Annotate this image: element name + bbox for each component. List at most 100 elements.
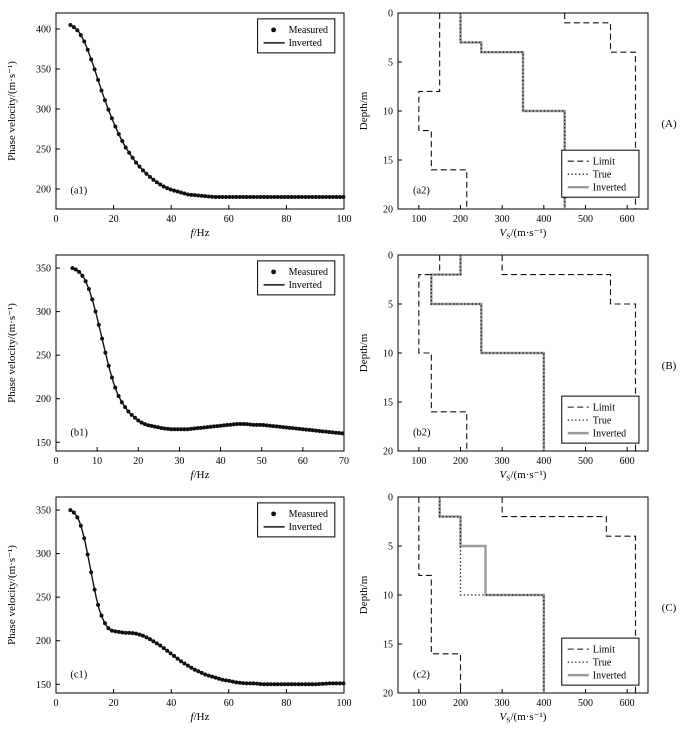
x-tick-label: 400 <box>536 698 551 709</box>
x-tick-label: 300 <box>495 456 510 467</box>
legend-box <box>561 637 640 686</box>
y-tick-label: 300 <box>36 549 51 560</box>
y-axis-label: Depth/m <box>358 91 370 130</box>
y-axis-label: Depth/m <box>358 575 370 614</box>
y-tick-label: 20 <box>383 205 393 216</box>
y-tick-label: 350 <box>36 264 51 275</box>
x-tick-label: 600 <box>620 698 635 709</box>
y-tick-label: 200 <box>36 636 51 647</box>
subplot-label: (b1) <box>70 427 88 438</box>
chart-a1-dispersion: 0 20 40 60 80 100 200 250 300 350 400 f/Hz Phase vel… <box>6 12 352 239</box>
x-tick-label: 20 <box>109 214 119 225</box>
chart-b1-dispersion: 0 10 20 30 40 50 60 70 150 200 250 300 350 f/Hz Phase … <box>6 254 349 481</box>
x-tick-label: 200 <box>453 698 468 709</box>
legend-label: Limit <box>593 156 615 167</box>
y-tick-label: 0 <box>388 493 393 504</box>
x-axis-label: VS/(m·s⁻¹) <box>500 711 547 725</box>
x-tick-label: 40 <box>166 214 176 225</box>
x-tick-label: 60 <box>298 456 308 467</box>
panel-label-c: (C) <box>661 602 677 614</box>
y-tick-label: 0 <box>388 9 393 20</box>
y-tick-label: 200 <box>36 185 51 196</box>
y-tick-label: 150 <box>36 680 51 691</box>
subplot-label: (c2) <box>413 669 430 680</box>
x-tick-label: 30 <box>174 456 184 467</box>
series-inverted <box>459 13 566 209</box>
series-measured <box>68 23 346 199</box>
x-tick-label: 300 <box>495 698 510 709</box>
chart-b2-velocity-profile: 100 200 300 400 500 600 0 5 10 15 20 VS/(m·s⁻¹) Dept… <box>358 251 649 483</box>
legend-label: Inverted <box>593 428 626 439</box>
legend-label: Measured <box>289 267 328 278</box>
y-tick-label: 250 <box>36 351 51 362</box>
x-tick-label: 50 <box>257 456 267 467</box>
y-tick-label: 5 <box>388 542 393 553</box>
legend-label: Limit <box>593 644 615 655</box>
x-tick-label: 200 <box>453 214 468 225</box>
x-tick-label: 60 <box>224 214 234 225</box>
x-tick-label: 80 <box>281 698 291 709</box>
x-tick-label: 400 <box>536 456 551 467</box>
x-axis-label: f/Hz <box>191 711 210 723</box>
series-limit-lower <box>418 13 468 209</box>
y-axis-label: Depth/m <box>358 333 370 372</box>
x-tick-label: 0 <box>54 456 59 467</box>
series-true <box>439 497 545 693</box>
x-tick-label: 400 <box>536 214 551 225</box>
y-tick-label: 400 <box>36 25 51 36</box>
legend-label: Inverted <box>593 182 626 193</box>
x-tick-label: 60 <box>224 698 234 709</box>
x-tick-label: 100 <box>411 698 426 709</box>
x-tick-label: 40 <box>216 456 226 467</box>
legend-label: Inverted <box>289 38 322 49</box>
x-tick-label: 40 <box>166 698 176 709</box>
legend-marker-dot <box>271 511 276 517</box>
y-tick-label: 0 <box>388 251 393 262</box>
y-tick-label: 15 <box>383 398 393 409</box>
y-tick-label: 5 <box>388 58 393 69</box>
subplot-label: (b2) <box>413 427 431 438</box>
x-tick-label: 500 <box>578 698 593 709</box>
series-limit-upper <box>564 13 637 209</box>
x-tick-label: 300 <box>495 214 510 225</box>
y-axis-label: Phase velocity/(m·s⁻¹) <box>6 61 18 161</box>
legend-marker-dot <box>271 269 276 275</box>
y-tick-label: 250 <box>36 145 51 156</box>
legend-label: Measured <box>289 25 328 36</box>
y-tick-label: 200 <box>36 394 51 405</box>
legend-box <box>257 502 336 538</box>
legend-label: True <box>593 169 612 180</box>
legend-label: Inverted <box>289 522 322 533</box>
y-tick-label: 250 <box>36 593 51 604</box>
x-axis-label: VS/(m·s⁻¹) <box>500 469 547 483</box>
x-tick-label: 600 <box>620 456 635 467</box>
legend-label: Inverted <box>289 280 322 291</box>
x-tick-label: 100 <box>411 456 426 467</box>
y-tick-label: 300 <box>36 105 51 116</box>
y-tick-label: 350 <box>36 65 51 76</box>
x-tick-label: 100 <box>337 698 352 709</box>
x-axis-label: f/Hz <box>191 469 210 481</box>
x-tick-label: 500 <box>578 214 593 225</box>
y-tick-label: 5 <box>388 300 393 311</box>
x-tick-label: 80 <box>281 214 291 225</box>
y-tick-label: 10 <box>383 349 393 360</box>
subplot-label: (a2) <box>413 185 430 196</box>
legend-label: Measured <box>289 509 328 520</box>
series-limit-lower <box>418 497 462 693</box>
legend-label: Inverted <box>593 670 626 681</box>
chart-c1-dispersion: 0 20 40 60 80 100 150 200 250 300 350 f/Hz Phase vel… <box>6 496 352 723</box>
y-axis-label: Phase velocity/(m·s⁻¹) <box>6 545 18 645</box>
x-tick-label: 600 <box>620 214 635 225</box>
legend-box <box>257 260 336 296</box>
x-tick-label: 20 <box>109 698 119 709</box>
x-tick-label: 200 <box>453 456 468 467</box>
y-tick-label: 300 <box>36 307 51 318</box>
legend-marker-dot <box>271 27 276 33</box>
legend-label: Limit <box>593 402 615 413</box>
x-tick-label: 70 <box>339 456 349 467</box>
legend-label: True <box>593 415 612 426</box>
x-tick-label: 10 <box>92 456 102 467</box>
series-measured <box>68 508 346 687</box>
